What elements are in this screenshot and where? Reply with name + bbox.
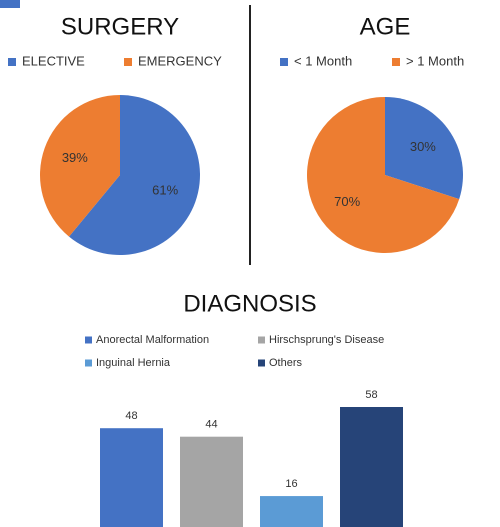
legend-swatch	[85, 336, 92, 344]
legend-swatch	[124, 58, 132, 66]
legend-label: > 1 Month	[406, 53, 464, 68]
chart-title: AGE	[360, 13, 411, 40]
legend-label: Inguinal Hernia	[96, 357, 171, 369]
legend-swatch	[8, 58, 16, 66]
legend-label: Hirschsprung's Disease	[269, 334, 384, 346]
pie-slice	[306, 97, 460, 253]
bar-label: 44	[205, 419, 217, 431]
legend-swatch	[280, 58, 288, 66]
bar	[260, 496, 323, 527]
legend-label: Anorectal Malformation	[96, 334, 209, 346]
pie-slice	[385, 97, 463, 200]
slice-label: 70%	[334, 194, 360, 209]
pie-slice	[69, 95, 201, 256]
bar	[340, 407, 403, 527]
legend-label: < 1 Month	[294, 53, 352, 68]
slice-label: 61%	[152, 183, 178, 198]
pie-slice	[40, 95, 120, 237]
slice-label: 39%	[62, 150, 88, 165]
legend-label: EMERGENCY	[138, 53, 222, 68]
legend-swatch	[85, 359, 92, 367]
legend-swatch	[258, 336, 265, 344]
legend-swatch	[392, 58, 400, 66]
bar-label: 48	[125, 410, 137, 422]
legend-label: Others	[269, 357, 303, 369]
slice-label: 30%	[410, 139, 436, 154]
bar	[100, 428, 163, 527]
chart-title: SURGERY	[61, 13, 179, 40]
bar-label: 58	[365, 389, 377, 401]
chart-title: DIAGNOSIS	[183, 290, 316, 317]
bar	[180, 436, 243, 527]
legend-label: ELECTIVE	[22, 53, 85, 68]
legend-swatch	[258, 359, 265, 367]
corner-decoration	[0, 0, 20, 8]
bar-label: 16	[285, 478, 297, 490]
